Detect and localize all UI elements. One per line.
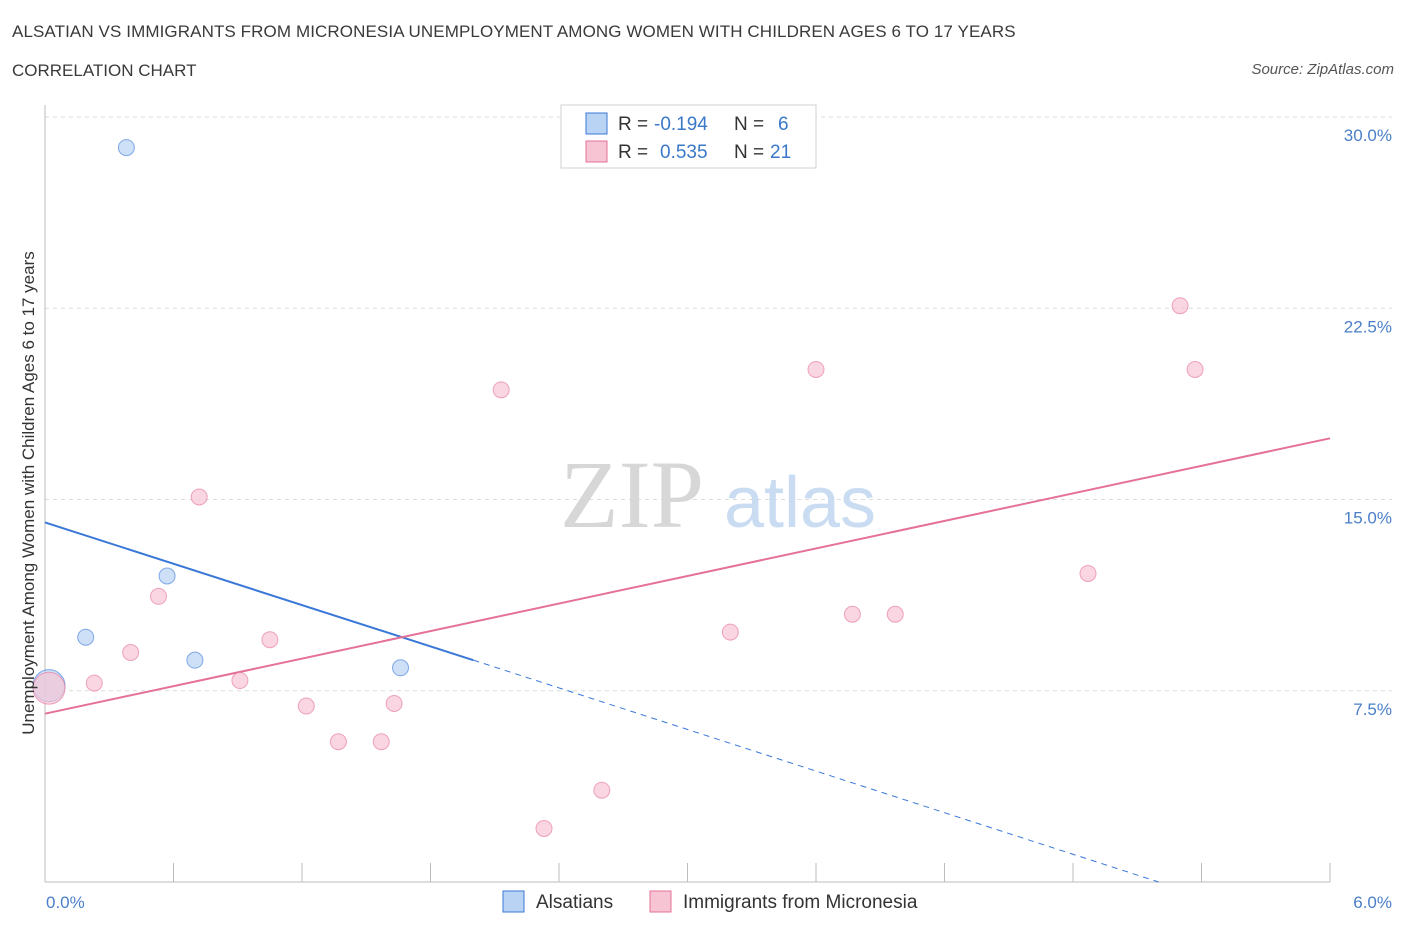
y-axis-label: Unemployment Among Women with Children A… — [19, 251, 38, 735]
legend-swatch-alsatians — [585, 112, 608, 135]
y-tick-label: 22.5% — [1344, 317, 1392, 336]
legend-n-label-2: N = — [734, 142, 764, 163]
point-micronesia — [261, 631, 279, 649]
x-tick-labels: 0.0% 6.0% — [46, 893, 1392, 912]
point-micronesia — [843, 605, 861, 623]
chart-title: ALSATIAN VS IMMIGRANTS FROM MICRONESIA U… — [12, 22, 1016, 41]
x-tick-label: 6.0% — [1353, 893, 1392, 912]
series-legend: Alsatians Immigrants from Micronesia — [502, 890, 918, 913]
point-alsatians — [117, 139, 135, 157]
point-micronesia — [721, 623, 739, 641]
legend-n-value-1: 6 — [778, 114, 789, 135]
series-legend-swatch-alsatians — [502, 890, 525, 913]
watermark-atlas: atlas — [724, 463, 876, 543]
series-legend-label-alsatians: Alsatians — [536, 892, 613, 913]
y-tick-label: 30.0% — [1344, 126, 1392, 145]
point-micronesia — [297, 697, 315, 715]
point-alsatians — [77, 628, 95, 646]
point-micronesia — [886, 605, 904, 623]
legend-r-label-2: R = — [618, 142, 648, 163]
point-micronesia — [85, 674, 103, 692]
y-tick-label: 7.5% — [1353, 700, 1392, 719]
point-alsatians — [186, 651, 204, 669]
point-micronesia — [807, 360, 825, 378]
point-micronesia — [535, 819, 553, 837]
watermark-zip: ZIP — [560, 441, 704, 548]
point-micronesia — [372, 733, 390, 751]
point-micronesia — [593, 781, 611, 799]
series-legend-swatch-micronesia — [649, 890, 672, 913]
legend-r-value-1: -0.194 — [654, 114, 708, 135]
point-micronesia — [1079, 564, 1097, 582]
trend-line-alsatians-extension — [473, 659, 1159, 883]
legend-r-label-1: R = — [618, 114, 648, 135]
trend-lines — [44, 437, 1331, 883]
chart-subtitle: CORRELATION CHART — [12, 61, 197, 80]
legend-n-label-1: N = — [734, 114, 764, 135]
trend-line-micronesia — [44, 437, 1331, 715]
point-micronesia — [150, 587, 168, 605]
legend-swatch-micronesia — [585, 140, 608, 163]
point-alsatians — [158, 567, 176, 585]
point-micronesia — [329, 733, 347, 751]
series-legend-label-micronesia: Immigrants from Micronesia — [683, 892, 918, 913]
legend-n-value-2: 21 — [770, 142, 791, 163]
point-micronesia — [385, 695, 403, 712]
point-alsatians — [392, 659, 410, 677]
point-micronesia — [1171, 297, 1189, 315]
source-label: Source: ZipAtlas.com — [1251, 61, 1394, 78]
point-micronesia — [32, 671, 66, 705]
axes — [44, 105, 1331, 883]
point-micronesia — [122, 644, 140, 661]
x-tick-label: 0.0% — [46, 893, 85, 912]
point-micronesia — [492, 381, 510, 399]
point-micronesia — [1186, 360, 1204, 378]
legend-r-value-2: 0.535 — [660, 142, 708, 163]
watermark: ZIP atlas — [560, 441, 876, 548]
trend-line-alsatians — [44, 521, 474, 662]
point-micronesia — [231, 672, 249, 690]
grid-lines — [45, 116, 1392, 692]
point-micronesia — [190, 488, 208, 506]
y-tick-label: 15.0% — [1344, 509, 1392, 528]
y-tick-labels: 7.5% 15.0% 22.5% 30.0% — [1344, 126, 1392, 719]
correlation-legend: R = -0.194 N = 6 R = 0.535 N = 21 — [560, 104, 817, 169]
data-points — [32, 139, 1204, 837]
